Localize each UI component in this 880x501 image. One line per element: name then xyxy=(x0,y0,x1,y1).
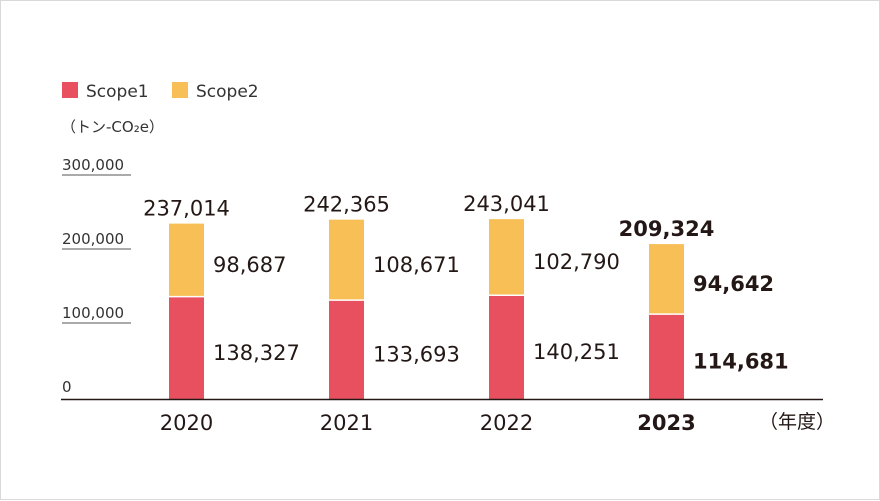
legend-swatch-scope2 xyxy=(172,82,188,98)
bar-scope2-2022 xyxy=(489,219,524,296)
legend: Scope1 Scope2 xyxy=(62,82,259,102)
bar-scope1-2022 xyxy=(489,295,524,399)
value-label-scope1: 133,693 xyxy=(373,343,460,367)
y-tick-label: 300,000 xyxy=(62,156,124,174)
bar-scope1-2020 xyxy=(169,296,204,399)
legend-label-scope1: Scope1 xyxy=(86,82,149,102)
total-label: 237,014 xyxy=(143,197,230,221)
bar-scope1-2021 xyxy=(329,300,364,399)
bar-scope1-2023 xyxy=(649,314,684,399)
bar-scope2-2021 xyxy=(329,219,364,301)
total-label: 243,041 xyxy=(463,192,550,216)
bar-scope2-2020 xyxy=(169,223,204,297)
y-axis: 0 100,000 200,000 300,000 xyxy=(62,156,131,396)
value-label-scope1: 138,327 xyxy=(213,341,300,365)
value-label-scope2: 108,671 xyxy=(373,253,460,277)
total-label: 209,324 xyxy=(619,217,715,241)
y-tick-label: 100,000 xyxy=(62,304,124,322)
x-tick-label: 2021 xyxy=(320,411,373,435)
x-tick-label: 2022 xyxy=(480,411,533,435)
x-axis: 2020 2021 2022 2023 xyxy=(61,398,823,435)
total-label: 242,365 xyxy=(303,193,390,217)
value-label-scope2: 98,687 xyxy=(213,253,286,277)
value-label-scope1: 140,251 xyxy=(533,340,620,364)
value-label-scope1: 114,681 xyxy=(693,350,789,374)
bar-scope2-2023 xyxy=(649,244,684,315)
value-label-scope2: 102,790 xyxy=(533,250,620,274)
value-label-scope2: 94,642 xyxy=(693,272,774,296)
x-unit-label: （年度） xyxy=(759,411,835,433)
x-tick-label: 2023 xyxy=(637,411,695,435)
y-tick-label: 200,000 xyxy=(62,230,124,248)
x-tick-label: 2020 xyxy=(160,411,213,435)
y-tick-label: 0 xyxy=(62,378,72,396)
y-unit-label: （トン-CO₂e） xyxy=(61,118,164,136)
bars: 138,327 98,687 237,014 133,693 108,671 242,36… xyxy=(143,192,789,399)
legend-swatch-scope1 xyxy=(62,82,78,98)
legend-label-scope2: Scope2 xyxy=(196,82,259,102)
